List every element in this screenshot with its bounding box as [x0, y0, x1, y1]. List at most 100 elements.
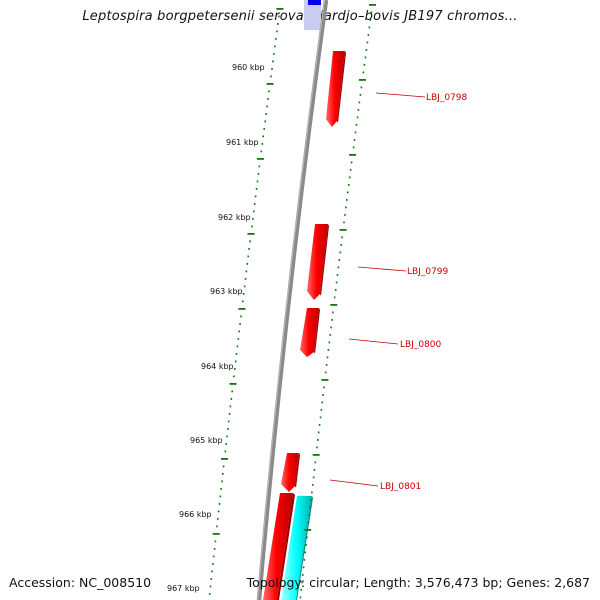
gc-dot: [356, 116, 359, 119]
gc-dot: [249, 240, 251, 243]
gc-dot: [222, 465, 225, 468]
tick-label: 960 kbp: [232, 63, 265, 72]
gc-dot: [363, 64, 366, 66]
gc-dot: [217, 510, 220, 513]
gc-dot: [307, 521, 310, 524]
gc-dot: [253, 203, 256, 205]
gc-dot: [247, 233, 255, 235]
gc-dot: [214, 540, 217, 543]
gc-dot: [226, 435, 228, 438]
gc-dot: [209, 585, 212, 588]
gc-dot: [234, 368, 236, 370]
map-title: Leptospira borgpetersenii serovar Hardjo…: [82, 9, 518, 24]
gc-dot: [227, 420, 230, 423]
gc-dot: [348, 184, 350, 186]
gene-lbj-0801-feature[interactable]: [281, 453, 300, 492]
gc-dot: [238, 308, 246, 310]
gc-dot: [338, 259, 341, 261]
gc-dot: [337, 266, 340, 269]
gc-dot: [334, 289, 337, 291]
gc-dot: [322, 394, 324, 396]
gc-dot: [230, 398, 233, 400]
gc-dot: [333, 296, 336, 299]
gc-dot: [317, 439, 319, 441]
gc-dot: [213, 548, 216, 550]
tick-label: 963 kbp: [210, 287, 243, 296]
gc-dot: [345, 206, 347, 209]
gc-dot: [228, 413, 231, 415]
gc-dot: [243, 285, 246, 288]
gc-dot: [251, 225, 253, 228]
gc-dot: [231, 390, 233, 393]
gc-dot: [211, 570, 213, 573]
gc-dot: [318, 424, 321, 426]
gc-dot: [265, 113, 267, 115]
gc-dot: [369, 4, 376, 6]
tick-label: 967 kbp: [167, 584, 200, 593]
gc-dot: [212, 533, 220, 535]
feature-blue-top-shade: [304, 0, 321, 30]
gc-dot: [258, 165, 261, 168]
gc-dot: [349, 154, 357, 156]
gc-dot: [256, 180, 259, 183]
gene-label-text: LBJ_0800: [400, 340, 442, 350]
gene-lbj-0798-feature[interactable]: [326, 51, 346, 127]
gc-dot: [368, 26, 371, 29]
gc-dot: [271, 68, 273, 70]
gc-dot: [311, 484, 314, 486]
gc-dot: [299, 596, 302, 599]
gc-dot: [227, 428, 229, 430]
gc-dot: [224, 450, 227, 453]
backbone: [256, 0, 329, 600]
gc-dot: [244, 278, 247, 280]
gc-dot: [276, 30, 278, 33]
gc-dot: [255, 188, 258, 190]
gc-dot: [328, 341, 331, 344]
gc-dot: [233, 375, 235, 378]
gc-dot: [346, 199, 348, 201]
gc-dot: [325, 364, 328, 366]
gene-red-bottom-feature[interactable]: [263, 493, 295, 600]
gc-dot: [253, 210, 255, 213]
gc-dot: [256, 158, 264, 160]
gc-dot: [348, 176, 351, 179]
gc-dot: [304, 529, 312, 531]
gc-dot: [247, 255, 249, 258]
gc-dot: [218, 503, 221, 505]
gc-dot: [359, 94, 362, 96]
gc-dot: [370, 11, 373, 14]
gc-dot: [344, 214, 346, 216]
gc-dot: [229, 405, 232, 408]
gc-dot: [225, 443, 227, 445]
gc-dot: [308, 514, 311, 516]
gc-dot: [303, 559, 306, 561]
gc-dot: [242, 300, 244, 303]
gc-dot: [300, 589, 302, 591]
gc-dot: [324, 371, 327, 374]
gene-lbj-0800-feature[interactable]: [300, 308, 320, 357]
gc-dot: [329, 334, 331, 336]
gc-dot: [317, 431, 320, 434]
gc-dot: [349, 169, 352, 171]
gc-dot: [336, 274, 339, 276]
gc-dot: [364, 56, 367, 59]
gc-dot: [212, 563, 214, 565]
gc-dot: [217, 518, 219, 520]
gc-dot: [330, 304, 338, 306]
gc-dot: [246, 263, 249, 265]
gene-label-lbj-0798: LBJ_0798: [375, 92, 468, 103]
gc-dot: [257, 173, 260, 175]
gc-dot: [273, 53, 275, 55]
feature-blue-top: [308, 0, 321, 5]
gene-label-text: LBJ_0801: [380, 482, 421, 492]
gene-lbj-0799-feature[interactable]: [307, 224, 329, 300]
gc-dot: [234, 360, 237, 363]
gc-dot: [301, 581, 303, 584]
gc-dot: [242, 293, 245, 295]
gc-dot: [316, 446, 318, 449]
gene-label-lbj-0799: LBJ_0799: [357, 266, 449, 277]
gc-dot: [274, 45, 276, 48]
gc-dot: [357, 109, 360, 111]
gc-dot: [221, 480, 223, 483]
